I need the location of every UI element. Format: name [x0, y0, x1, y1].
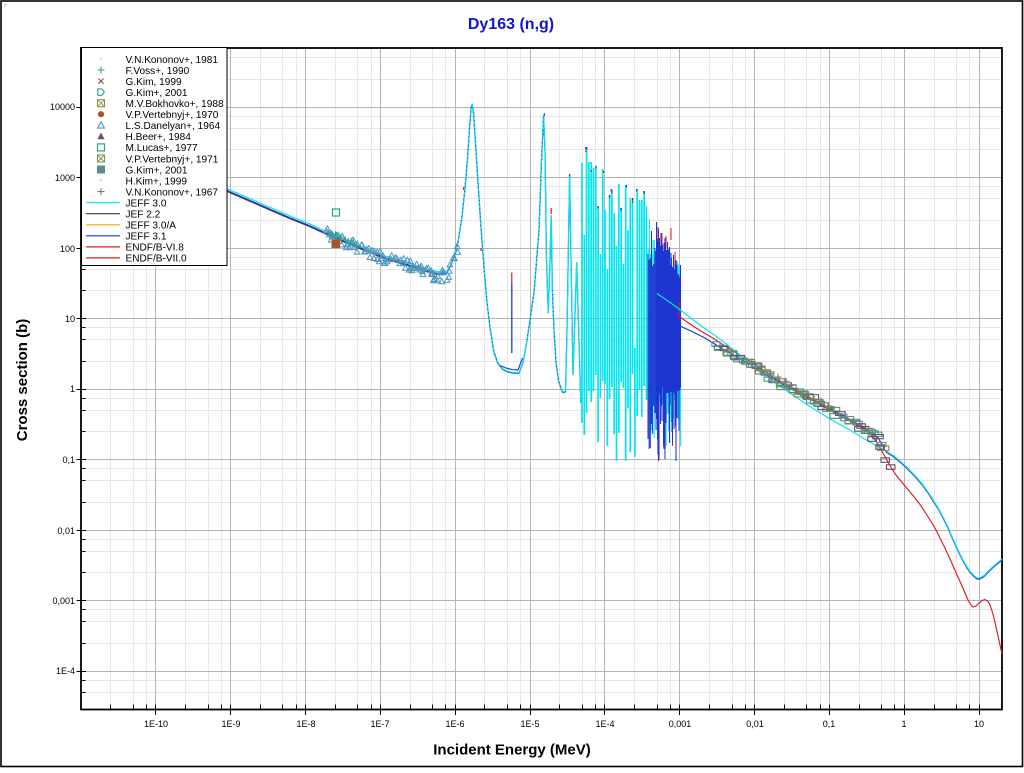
svg-text:M.V.Bokhovko+, 1988: M.V.Bokhovko+, 1988 — [126, 99, 224, 110]
svg-text:Cross section (b): Cross section (b) — [14, 319, 31, 442]
svg-text:JEFF 3.0: JEFF 3.0 — [126, 199, 167, 210]
svg-text:G.Kim+, 2001: G.Kim+, 2001 — [126, 165, 188, 176]
svg-text:1E-4: 1E-4 — [56, 666, 75, 676]
svg-text:JEFF 3.1: JEFF 3.1 — [126, 232, 167, 243]
svg-text:1E-5: 1E-5 — [520, 719, 539, 729]
svg-text:1E-4: 1E-4 — [595, 719, 614, 729]
svg-text:0,001: 0,001 — [669, 719, 692, 729]
svg-text:1: 1 — [70, 384, 75, 394]
svg-text:H.Beer+, 1984: H.Beer+, 1984 — [126, 132, 192, 143]
svg-text:1E-10: 1E-10 — [144, 719, 168, 729]
svg-text:10000: 10000 — [50, 102, 75, 112]
svg-text:1E-7: 1E-7 — [370, 719, 389, 729]
svg-text:Incident Energy (MeV): Incident Energy (MeV) — [433, 742, 591, 759]
svg-text:L.S.Danelyan+, 1964: L.S.Danelyan+, 1964 — [126, 121, 221, 132]
svg-text:V.P.Vertebnyj+, 1971: V.P.Vertebnyj+, 1971 — [126, 154, 219, 165]
svg-text:1E-6: 1E-6 — [445, 719, 464, 729]
svg-text:H.Kim+, 1999: H.Kim+, 1999 — [126, 176, 188, 187]
svg-text:V.P.Vertebnyj+, 1970: V.P.Vertebnyj+, 1970 — [126, 110, 219, 121]
svg-text:G.Kim, 1999: G.Kim, 1999 — [126, 77, 182, 88]
svg-text:0,001: 0,001 — [52, 596, 75, 606]
svg-text:JEFF 3.0/A: JEFF 3.0/A — [126, 221, 177, 232]
svg-text:1E-9: 1E-9 — [221, 719, 240, 729]
svg-text:V.N.Kononov+, 1967: V.N.Kononov+, 1967 — [126, 187, 219, 198]
svg-text:V.N.Kononov+, 1981: V.N.Kononov+, 1981 — [126, 55, 219, 66]
svg-text:M.Lucas+, 1977: M.Lucas+, 1977 — [126, 143, 198, 154]
svg-text:0,1: 0,1 — [823, 719, 836, 729]
svg-text:JEF 2.2: JEF 2.2 — [126, 210, 161, 221]
svg-text:Dy163 (n,g): Dy163 (n,g) — [468, 16, 554, 33]
svg-text:0,1: 0,1 — [62, 455, 75, 465]
svg-text:G.Kim+, 2001: G.Kim+, 2001 — [126, 88, 188, 99]
svg-text:F.Voss+, 1990: F.Voss+, 1990 — [126, 66, 190, 77]
svg-text:1000: 1000 — [55, 173, 75, 183]
svg-text:ENDF/B-VI.8: ENDF/B-VI.8 — [126, 243, 185, 254]
svg-text:10: 10 — [974, 719, 984, 729]
svg-text:0,01: 0,01 — [57, 526, 75, 536]
svg-text:0,01: 0,01 — [746, 719, 764, 729]
svg-text:10: 10 — [65, 314, 75, 324]
svg-text:100: 100 — [60, 244, 75, 254]
svg-text:ENDF/B-VII.0: ENDF/B-VII.0 — [126, 254, 188, 265]
svg-text:1E-8: 1E-8 — [296, 719, 315, 729]
svg-text:1: 1 — [901, 719, 906, 729]
